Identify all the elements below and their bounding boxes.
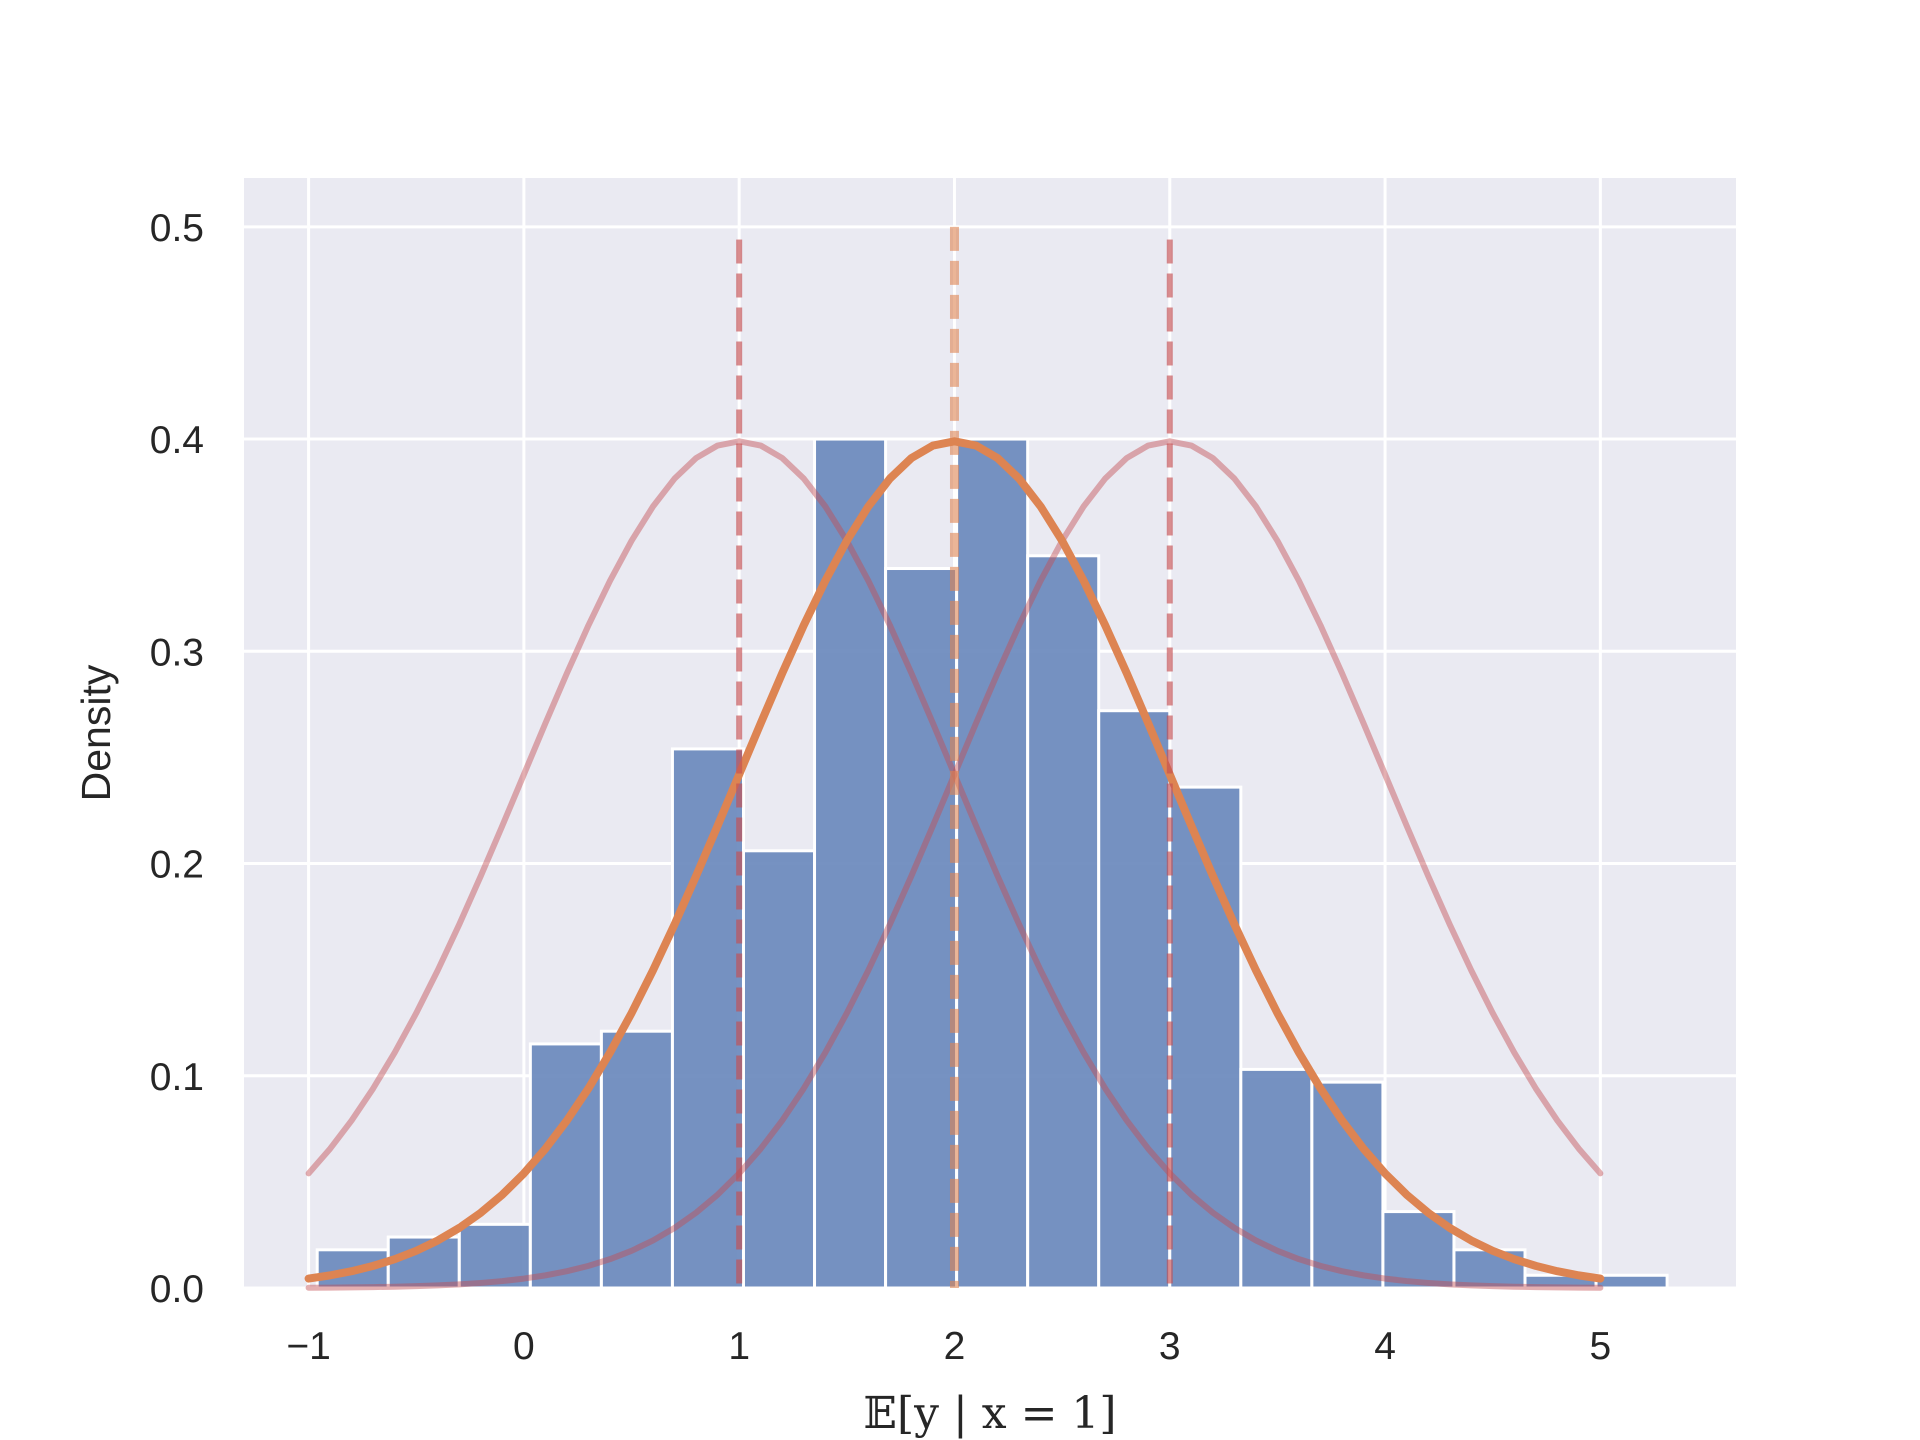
histogram-bar-7 <box>813 437 888 1290</box>
histogram-bar-10 <box>1026 554 1101 1290</box>
y-tick-label-2: 0.2 <box>150 844 204 887</box>
histogram-bar-4 <box>599 1029 674 1290</box>
y-axis-label: Density <box>73 664 119 801</box>
histogram-bar-8 <box>884 567 959 1290</box>
y-tick-label-4: 0.4 <box>150 419 204 462</box>
histogram-bar-9 <box>955 437 1030 1290</box>
x-tick-label-6: 5 <box>1590 1325 1612 1368</box>
x-tick-label-2: 1 <box>728 1325 750 1368</box>
histogram-bar-13 <box>1239 1067 1314 1290</box>
histogram-bar-6 <box>741 849 817 1290</box>
x-tick-labels: −1 0 1 2 3 4 5 <box>286 1325 1611 1368</box>
y-tick-label-5: 0.5 <box>150 207 204 250</box>
x-axis-label: 𝔼[y | x = 1] <box>863 1388 1116 1439</box>
reference-lines <box>736 226 1173 1288</box>
histogram-bar-14 <box>1310 1080 1385 1290</box>
x-tick-label-5: 4 <box>1374 1325 1396 1368</box>
y-tick-label-3: 0.3 <box>150 631 204 674</box>
x-tick-label-3: 2 <box>944 1325 966 1368</box>
histogram-bar-11 <box>1097 709 1172 1290</box>
y-tick-labels: 0.0 0.1 0.2 0.3 0.4 0.5 <box>150 207 204 1311</box>
x-tick-label-4: 3 <box>1159 1325 1181 1368</box>
y-tick-label-0: 0.0 <box>150 1268 204 1311</box>
x-tick-label-0: −1 <box>286 1325 330 1368</box>
y-tick-label-1: 0.1 <box>150 1056 204 1099</box>
histogram-bar-5 <box>670 747 745 1290</box>
x-tick-label-1: 0 <box>513 1325 535 1368</box>
histogram-bar-2 <box>457 1222 532 1290</box>
histogram-bar-18 <box>1594 1273 1669 1290</box>
